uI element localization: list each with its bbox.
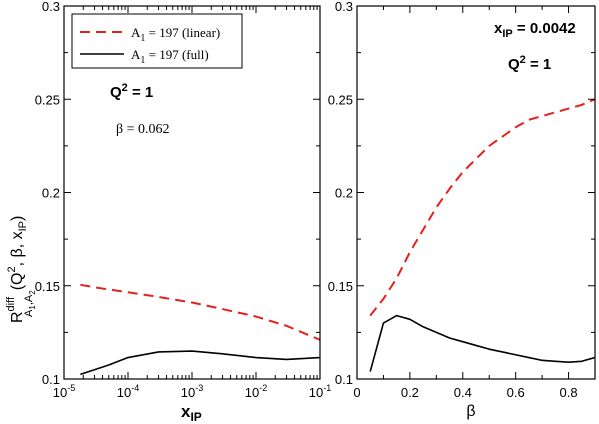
left-annotation-q2-sup: 2 bbox=[122, 82, 128, 94]
left-xtick-label: 10-2 bbox=[245, 383, 267, 400]
right-panel: 0.1 0.15 0.2 0.25 0.3 0 0.2 0.4 0.6 0.8 xIP = 0.0… bbox=[328, 0, 596, 420]
right-annotation-xip-sub: IP bbox=[502, 28, 512, 40]
legend-full-post: = 197 (full) bbox=[145, 47, 208, 62]
right-xlabel: β bbox=[466, 403, 475, 420]
right-annotation-xip: xIP = 0.0042 bbox=[494, 20, 576, 40]
left-annotation-q2-text: Q bbox=[110, 84, 122, 101]
legend-box bbox=[71, 13, 243, 69]
left-axis-ticks: 0.10.150.20.250.310-5 10-4 10-3 10-2 10-1 bbox=[35, 0, 332, 400]
right-chart-marks bbox=[369, 98, 595, 372]
ylabel-R: R bbox=[9, 311, 26, 323]
right-ytick-label: 0.25 bbox=[328, 92, 353, 107]
left-annotation-beta: β = 0.062 bbox=[116, 122, 170, 137]
left-xlabel-sub: IP bbox=[190, 410, 201, 424]
ylabel-close: ) bbox=[9, 216, 26, 221]
legend-full-sub: 1 bbox=[140, 55, 145, 66]
left-xtick-label: 10-1 bbox=[309, 383, 331, 400]
right-annotation-xip-text: x bbox=[494, 20, 503, 37]
right-ytick-label: 0.3 bbox=[335, 0, 353, 14]
left-ytick-label: 0.25 bbox=[35, 92, 60, 107]
ylabel-diff: diff bbox=[5, 296, 17, 311]
left-panel: 0.10.150.20.250.310-5 10-4 10-3 10-2 10-1 A1… bbox=[5, 0, 331, 424]
left-annotation-q2: Q2 = 1 bbox=[110, 82, 153, 101]
left-xtick-label: 10-5 bbox=[53, 383, 75, 400]
right-ytick-label: 0.15 bbox=[328, 279, 353, 294]
legend-linear-pre: A bbox=[131, 25, 141, 40]
right-annotation-q2-sup: 2 bbox=[520, 54, 526, 66]
left-xtick-label-base: 10 bbox=[309, 385, 323, 400]
legend-linear-post: = 197 (linear) bbox=[145, 25, 220, 40]
ylabel-open: (Q bbox=[9, 273, 26, 291]
left-annotation-q2-post: = 1 bbox=[128, 84, 153, 101]
left-ylabel: RdiffA1,A2(Q2, β, xIP) bbox=[5, 216, 37, 323]
right-series-linear-line bbox=[369, 98, 595, 317]
ylabel-sup-2: 2 bbox=[6, 266, 18, 272]
right-annotation-q2: Q2 = 1 bbox=[508, 54, 551, 73]
legend-label-full: A1 = 197 (full) bbox=[131, 47, 209, 66]
legend: A1 = 197 (linear) A1 = 197 (full) bbox=[71, 13, 243, 69]
left-xtick-label-base: 10 bbox=[181, 385, 195, 400]
left-xtick-label-exp: -2 bbox=[259, 383, 267, 393]
left-xtick-label-base: 10 bbox=[53, 385, 67, 400]
right-xtick-label: 0.2 bbox=[401, 385, 419, 400]
left-xtick-label-exp: -3 bbox=[195, 383, 203, 393]
left-xtick-label-exp: -5 bbox=[67, 383, 75, 393]
right-ytick-label: 0.1 bbox=[335, 372, 353, 387]
right-annotation-xip-post: = 0.0042 bbox=[513, 20, 576, 37]
left-xtick-label: 10-4 bbox=[117, 383, 139, 400]
left-ytick-label: 0.2 bbox=[42, 186, 60, 201]
left-xtick-label-exp: -4 bbox=[131, 383, 139, 393]
ylabel-sub-2: 2 bbox=[28, 290, 37, 295]
left-series-linear-line bbox=[80, 283, 320, 341]
ylabel-sub-comma: , bbox=[23, 302, 35, 305]
legend-label-linear: A1 = 197 (linear) bbox=[131, 25, 220, 44]
right-xtick-label: 0.4 bbox=[454, 385, 472, 400]
ylabel-mid: , β, x bbox=[9, 231, 26, 266]
right-xtick-label: 0.6 bbox=[507, 385, 525, 400]
right-ytick-label: 0.2 bbox=[335, 186, 353, 201]
legend-linear-sub: 1 bbox=[140, 33, 145, 44]
ylabel-sub-IP: IP bbox=[17, 221, 29, 231]
left-xtick-label-base: 10 bbox=[117, 385, 131, 400]
ylabel-sub-1: 1 bbox=[28, 305, 37, 310]
left-xlabel-main: x bbox=[181, 402, 191, 421]
right-xtick-label: 0.8 bbox=[560, 385, 578, 400]
right-plot-frame bbox=[356, 5, 596, 380]
right-axis-ticks: 0.1 0.15 0.2 0.25 0.3 0 0.2 0.4 0.6 0.8 bbox=[328, 0, 596, 400]
left-chart-marks bbox=[80, 283, 320, 376]
right-annotation-q2-text: Q bbox=[508, 56, 520, 73]
right-xtick-label: 0 bbox=[353, 385, 360, 400]
right-annotation-q2-post: = 1 bbox=[526, 56, 551, 73]
left-xlabel: xIP bbox=[181, 402, 202, 424]
left-xtick-label-exp: -1 bbox=[323, 383, 331, 393]
left-series-full-line bbox=[80, 350, 320, 376]
ylabel-sub-A: A bbox=[23, 309, 35, 317]
left-xtick-label-base: 10 bbox=[245, 385, 259, 400]
left-ytick-label: 0.1 bbox=[42, 372, 60, 387]
left-ytick-label: 0.3 bbox=[42, 0, 60, 14]
left-ytick-label: 0.15 bbox=[35, 279, 60, 294]
left-xtick-label: 10-3 bbox=[181, 383, 203, 400]
right-series-full-line bbox=[369, 314, 595, 372]
legend-full-pre: A bbox=[131, 47, 141, 62]
ylabel-sub-A2: A bbox=[23, 294, 35, 302]
